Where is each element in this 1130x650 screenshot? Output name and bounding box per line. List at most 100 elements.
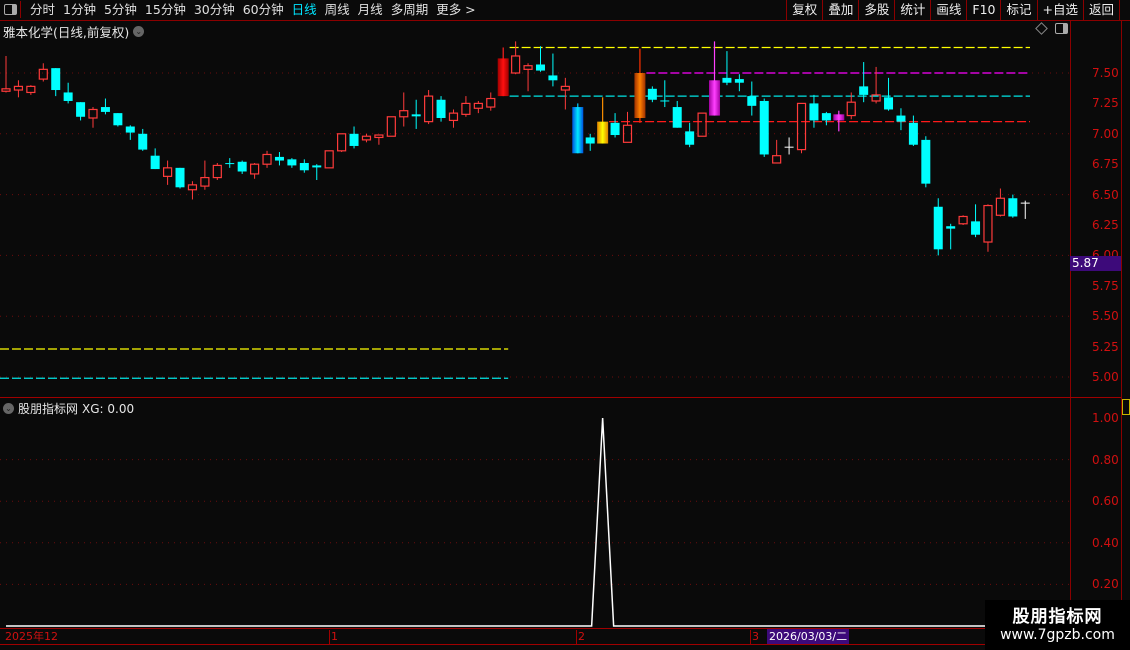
candle-body [38,68,48,80]
panel-icons [1035,22,1068,35]
candle-body [610,122,620,136]
candle [833,110,845,132]
candle [548,53,558,87]
tab-period[interactable]: 30分钟 [193,2,235,17]
candle-body [187,184,198,191]
overlay-button[interactable]: 叠加 [822,0,858,20]
add-watchlist-button[interactable]: +自选 [1036,0,1083,20]
candle-body [486,97,496,108]
candle-body-highlight [709,80,721,116]
indicator-value: XG: 0.00 [82,401,135,416]
candle [386,116,396,137]
candle [597,97,609,144]
candle [697,112,707,137]
chevron-down-icon[interactable]: ⌄ [3,403,14,414]
candle [486,92,496,111]
price-tick: 7.00 [1092,127,1119,141]
candle [448,109,459,128]
f10-button[interactable]: F10 [966,0,1000,20]
indicator-tick: 0.80 [1092,453,1119,467]
candle-body [26,85,36,94]
period-tabs: 分时 1分钟 5分钟 15分钟 30分钟 60分钟 日线 周线 月线 多周期 更… [26,2,480,18]
candle [399,92,409,127]
chart-canvas[interactable] [0,0,1070,628]
candle-body [312,165,322,168]
mark-button[interactable]: 标记 [1000,0,1036,20]
panel-toggle-icon[interactable] [1055,23,1068,34]
multi-stock-button[interactable]: 多股 [858,0,894,20]
candle [896,108,906,131]
candle [983,204,993,252]
tab-period[interactable]: 5分钟 [103,2,137,17]
candle-body [846,101,856,117]
tab-period[interactable]: 15分钟 [144,2,186,17]
candle-body [821,113,831,121]
strip-marker [1122,399,1130,415]
stock-name: 雅本化学(日线,前复权) [3,25,130,40]
candle [38,63,48,82]
stock-title: 雅本化学(日线,前复权) ⌄ [3,22,145,41]
candle-body [51,68,61,91]
price-tick: 5.75 [1092,279,1119,293]
candle [436,96,446,122]
current-price-tag: 5.87 [1070,256,1121,271]
candle-body [809,103,819,121]
price-tick: 5.25 [1092,340,1119,354]
candle-body [747,96,757,106]
more-menu[interactable]: 更多 > [436,2,476,17]
candle [871,66,881,104]
back-button[interactable]: 返回 [1082,0,1120,20]
candle [933,198,943,256]
candle-body [722,77,732,83]
candle [274,152,284,166]
tab-period[interactable]: 周线 [324,2,350,17]
candle-body [138,133,148,150]
candle [660,80,670,108]
date-label: 1 [329,630,338,644]
statistics-button[interactable]: 统计 [894,0,930,20]
panel-toggle-button[interactable] [1,1,21,18]
candle-body [162,167,173,177]
tab-period[interactable]: 月线 [357,2,383,17]
tab-period[interactable]: 1分钟 [63,2,96,17]
price-tick: 7.50 [1092,66,1119,80]
diamond-icon[interactable] [1035,22,1048,35]
adjust-button[interactable]: 复权 [786,0,822,20]
candle-body [448,112,459,122]
panel-separator[interactable] [0,397,1121,398]
watermark: 股朋指标网 www.7gpzb.com [985,600,1130,650]
candle [1,55,11,93]
candle [150,148,160,170]
candle-body [212,164,222,179]
candle-body [672,107,682,128]
candle [685,122,695,148]
tab-period[interactable]: 多周期 [390,2,429,17]
candle [349,126,359,149]
candle [162,160,173,185]
tab-period[interactable]: 分时 [30,2,56,17]
candle-body [113,113,123,126]
candle-body [523,65,533,70]
candle-body [511,55,521,74]
price-tick: 7.25 [1092,96,1119,110]
candle [647,86,657,103]
watermark-url: www.7gpzb.com [1000,627,1115,643]
axis-divider [1070,20,1071,646]
draw-line-button[interactable]: 画线 [930,0,966,20]
candle [511,41,521,75]
candle [560,77,570,110]
tab-period[interactable]: 60分钟 [242,2,284,17]
date-axis: 2025年12 1 2 3 [0,628,1130,645]
candle [634,48,646,123]
indicator-title: ⌄ 股朋指标网 XG: 0.00 [3,400,134,417]
chevron-down-icon[interactable]: ⌄ [133,26,145,37]
candle [809,94,819,128]
candle-body [958,215,968,225]
candle [100,98,110,115]
candle [225,158,235,168]
tab-period-daily[interactable]: 日线 [291,2,317,17]
candle [13,80,24,98]
candle [497,47,509,97]
price-tick: 5.50 [1092,309,1119,323]
toolbar: 分时 1分钟 5分钟 15分钟 30分钟 60分钟 日线 周线 月线 多周期 更… [0,0,1130,21]
